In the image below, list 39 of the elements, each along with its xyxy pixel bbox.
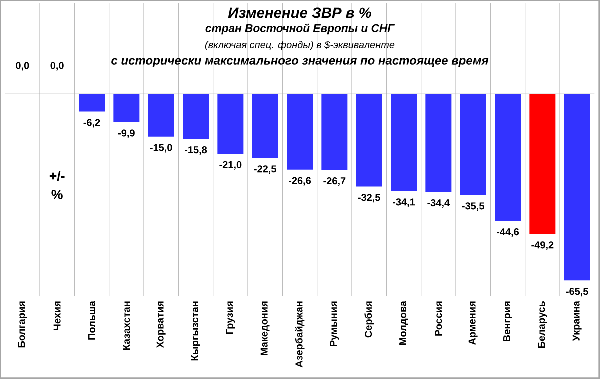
x-tick-label: Армения [468,302,478,345]
data-label: -44,6 [497,228,520,238]
data-label: 0,0 [50,62,64,71]
x-tick-label: Кыргызстан [192,302,200,361]
data-label: -34,1 [393,198,416,208]
annotation: с исторически максимального значения по настоящее время [112,58,489,68]
data-label: -49,2 [532,242,554,250]
data-label: -26,7 [324,178,346,186]
data-label: -34,4 [428,199,450,208]
x-tick-label: Румыния [330,302,340,346]
x-tick-label: Македония [260,302,270,356]
text: стран Восточной Европы и СНГ [206,24,395,35]
x-tick-label: Чехия [54,302,61,330]
x-tick-label: Россия [435,302,442,336]
data-label: -6,2 [84,119,100,128]
data-label: -15,8 [185,146,208,156]
x-tick-label: Украина [572,300,582,342]
x-tick-label: Хорватия [156,302,166,348]
data-label: -15,0 [150,144,172,153]
x-tick-label: Польша [88,300,96,340]
x-tick-label: Азербайджан [295,302,305,368]
y-axis-title: +/- % [50,171,65,200]
x-tick-label: Болгария [18,302,28,348]
data-label: -65,5 [566,288,588,297]
data-label: -9,9 [118,130,135,138]
data-label: -35,5 [462,202,484,212]
x-tick-label: Беларусь [538,301,548,348]
data-label: -21,0 [220,161,242,170]
data-label: -26,6 [289,177,312,186]
x-tick-label: Молдова [400,300,408,345]
data-label: -32,5 [358,194,380,203]
x-tick-label: Сербия [364,302,374,338]
x-tick-label: Венгрия [504,302,512,342]
x-tick-label: Грузия [226,302,236,334]
x-tick-label: Казахстан [123,302,130,350]
data-label: 0,0 [16,62,30,71]
data-label: -22,5 [254,166,276,174]
chart-title: Изменение ЗВР в % [228,8,372,18]
annotation: (включая спец. фонды) в $-эквиваленте [205,40,395,50]
